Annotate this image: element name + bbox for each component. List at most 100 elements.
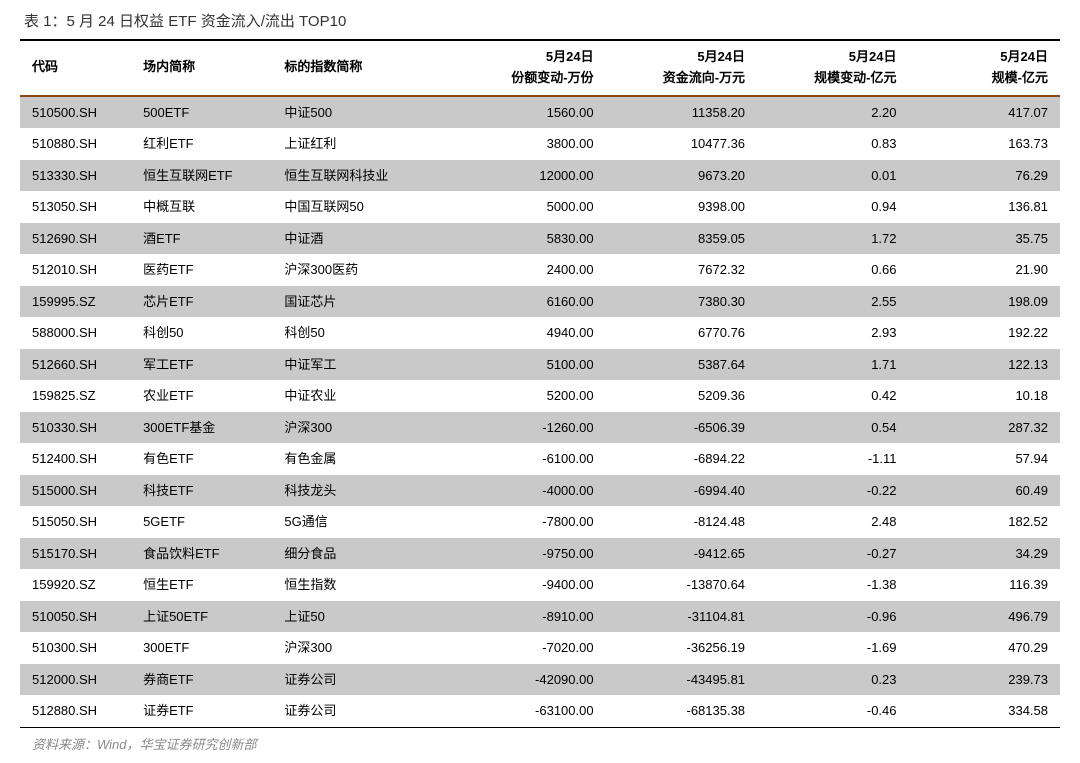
table-cell: 恒生指数	[272, 569, 454, 601]
table-cell: 有色ETF	[131, 443, 272, 475]
table-cell: 中国互联网50	[272, 191, 454, 223]
table-row: 588000.SH科创50科创504940.006770.762.93192.2…	[20, 317, 1060, 349]
table-cell: 上证50ETF	[131, 601, 272, 633]
table-cell: 有色金属	[272, 443, 454, 475]
table-cell: 136.81	[909, 191, 1061, 223]
table-row: 513050.SH中概互联中国互联网505000.009398.000.9413…	[20, 191, 1060, 223]
table-cell: 21.90	[909, 254, 1061, 286]
table-cell: 198.09	[909, 286, 1061, 318]
table-row: 512660.SH军工ETF中证军工5100.005387.641.71122.…	[20, 349, 1060, 381]
table-cell: 510500.SH	[20, 96, 131, 129]
table-cell: -9400.00	[454, 569, 605, 601]
table-cell: 588000.SH	[20, 317, 131, 349]
table-cell: 1.71	[757, 349, 908, 381]
column-header: 场内简称	[131, 40, 272, 96]
table-cell: 2.55	[757, 286, 908, 318]
table-cell: 513330.SH	[20, 160, 131, 192]
table-cell: -6994.40	[606, 475, 757, 507]
header-line1: 5月24日	[697, 49, 745, 64]
table-cell: 国证芯片	[272, 286, 454, 318]
table-row: 512000.SH券商ETF证券公司-42090.00-43495.810.23…	[20, 664, 1060, 696]
table-cell: -9412.65	[606, 538, 757, 570]
table-cell: -6506.39	[606, 412, 757, 444]
table-row: 513330.SH恒生互联网ETF恒生互联网科技业12000.009673.20…	[20, 160, 1060, 192]
column-header: 标的指数简称	[272, 40, 454, 96]
table-row: 510500.SH500ETF中证5001560.0011358.202.204…	[20, 96, 1060, 129]
table-cell: 9398.00	[606, 191, 757, 223]
table-header: 代码场内简称标的指数简称5月24日份额变动-万份5月24日资金流向-万元5月24…	[20, 40, 1060, 96]
table-cell: -13870.64	[606, 569, 757, 601]
table-row: 510330.SH300ETF基金沪深300-1260.00-6506.390.…	[20, 412, 1060, 444]
table-cell: 中证500	[272, 96, 454, 129]
table-cell: -9750.00	[454, 538, 605, 570]
column-header: 5月24日规模变动-亿元	[757, 40, 908, 96]
table-row: 512010.SH医药ETF沪深300医药2400.007672.320.662…	[20, 254, 1060, 286]
column-header: 5月24日规模-亿元	[909, 40, 1061, 96]
table-cell: 医药ETF	[131, 254, 272, 286]
table-cell: 5830.00	[454, 223, 605, 255]
table-cell: -4000.00	[454, 475, 605, 507]
table-cell: 科技ETF	[131, 475, 272, 507]
table-cell: 515170.SH	[20, 538, 131, 570]
table-cell: 食品饮料ETF	[131, 538, 272, 570]
table-cell: 0.23	[757, 664, 908, 696]
table-cell: 2.20	[757, 96, 908, 129]
table-cell: -1260.00	[454, 412, 605, 444]
table-cell: 496.79	[909, 601, 1061, 633]
table-cell: 300ETF基金	[131, 412, 272, 444]
table-cell: 512880.SH	[20, 695, 131, 727]
table-cell: 6160.00	[454, 286, 605, 318]
table-cell: 0.83	[757, 128, 908, 160]
table-cell: 76.29	[909, 160, 1061, 192]
table-cell: 5387.64	[606, 349, 757, 381]
table-row: 159825.SZ农业ETF中证农业5200.005209.360.4210.1…	[20, 380, 1060, 412]
table-cell: 上证红利	[272, 128, 454, 160]
table-cell: 科技龙头	[272, 475, 454, 507]
table-cell: 券商ETF	[131, 664, 272, 696]
table-cell: 513050.SH	[20, 191, 131, 223]
table-cell: -6100.00	[454, 443, 605, 475]
table-cell: 334.58	[909, 695, 1061, 727]
table-row: 159995.SZ芯片ETF国证芯片6160.007380.302.55198.…	[20, 286, 1060, 318]
table-cell: 证券ETF	[131, 695, 272, 727]
header-line1: 5月24日	[546, 49, 594, 64]
table-cell: 中概互联	[131, 191, 272, 223]
column-header: 5月24日份额变动-万份	[454, 40, 605, 96]
table-cell: 0.01	[757, 160, 908, 192]
table-cell: 沪深300	[272, 412, 454, 444]
table-cell: 1.72	[757, 223, 908, 255]
table-cell: -8910.00	[454, 601, 605, 633]
table-row: 510880.SH红利ETF上证红利3800.0010477.360.83163…	[20, 128, 1060, 160]
etf-flow-table: 代码场内简称标的指数简称5月24日份额变动-万份5月24日资金流向-万元5月24…	[20, 39, 1060, 728]
table-cell: 57.94	[909, 443, 1061, 475]
table-cell: 116.39	[909, 569, 1061, 601]
header-line1: 5月24日	[849, 49, 897, 64]
table-cell: 酒ETF	[131, 223, 272, 255]
table-cell: 6770.76	[606, 317, 757, 349]
table-cell: 沪深300医药	[272, 254, 454, 286]
table-row: 512690.SH酒ETF中证酒5830.008359.051.7235.75	[20, 223, 1060, 255]
table-cell: 512400.SH	[20, 443, 131, 475]
table-cell: 0.94	[757, 191, 908, 223]
table-cell: 7380.30	[606, 286, 757, 318]
table-cell: 159920.SZ	[20, 569, 131, 601]
table-cell: 农业ETF	[131, 380, 272, 412]
table-cell: 中证农业	[272, 380, 454, 412]
table-cell: 红利ETF	[131, 128, 272, 160]
table-cell: 239.73	[909, 664, 1061, 696]
table-cell: 2400.00	[454, 254, 605, 286]
table-cell: -1.11	[757, 443, 908, 475]
table-cell: 恒生互联网科技业	[272, 160, 454, 192]
table-row: 515050.SH5GETF5G通信-7800.00-8124.482.4818…	[20, 506, 1060, 538]
table-cell: -1.69	[757, 632, 908, 664]
table-cell: 中证酒	[272, 223, 454, 255]
table-cell: 3800.00	[454, 128, 605, 160]
table-cell: -7800.00	[454, 506, 605, 538]
table-cell: -8124.48	[606, 506, 757, 538]
table-cell: -31104.81	[606, 601, 757, 633]
table-cell: 300ETF	[131, 632, 272, 664]
table-cell: 0.66	[757, 254, 908, 286]
table-cell: 512000.SH	[20, 664, 131, 696]
table-cell: -63100.00	[454, 695, 605, 727]
table-cell: 182.52	[909, 506, 1061, 538]
